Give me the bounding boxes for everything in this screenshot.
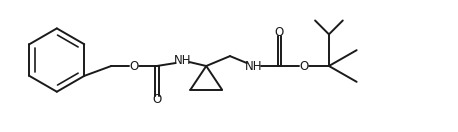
Text: O: O (152, 93, 161, 106)
Text: NH: NH (245, 60, 262, 72)
Text: O: O (300, 60, 309, 72)
Text: NH: NH (174, 54, 191, 67)
Text: O: O (275, 26, 284, 39)
Text: O: O (130, 60, 139, 72)
